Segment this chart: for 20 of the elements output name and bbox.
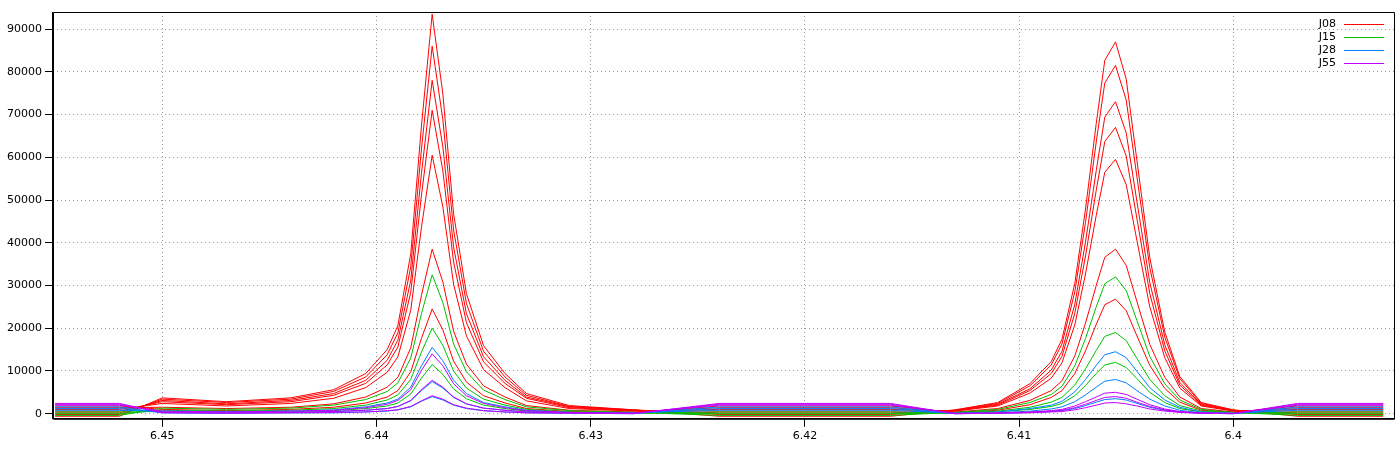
legend-label: J08: [1317, 16, 1336, 30]
y-tick-label: 80000: [6, 64, 42, 78]
y-tick-label: 60000: [6, 150, 42, 164]
y-tick-label: 0: [34, 406, 42, 420]
y-tick-label: 20000: [6, 321, 42, 335]
y-tick-label: 50000: [6, 192, 42, 206]
x-tick-label: 6.42: [792, 429, 818, 443]
legend-label: J55: [1317, 55, 1336, 69]
y-tick-label: 90000: [6, 21, 42, 35]
y-tick-label: 40000: [6, 235, 42, 249]
x-tick-label: 6.43: [578, 429, 603, 443]
legend-label: J28: [1317, 42, 1336, 56]
y-tick-label: 30000: [6, 278, 42, 292]
legend-label: J15: [1317, 29, 1336, 43]
x-tick-label: 6.41: [1006, 429, 1032, 443]
x-tick-label: 6.44: [364, 429, 389, 443]
y-tick-label: 10000: [6, 363, 42, 377]
y-tick-label: 70000: [6, 107, 42, 121]
x-tick-label: 6.45: [149, 429, 175, 443]
x-tick-label: 6.4: [1224, 429, 1243, 443]
